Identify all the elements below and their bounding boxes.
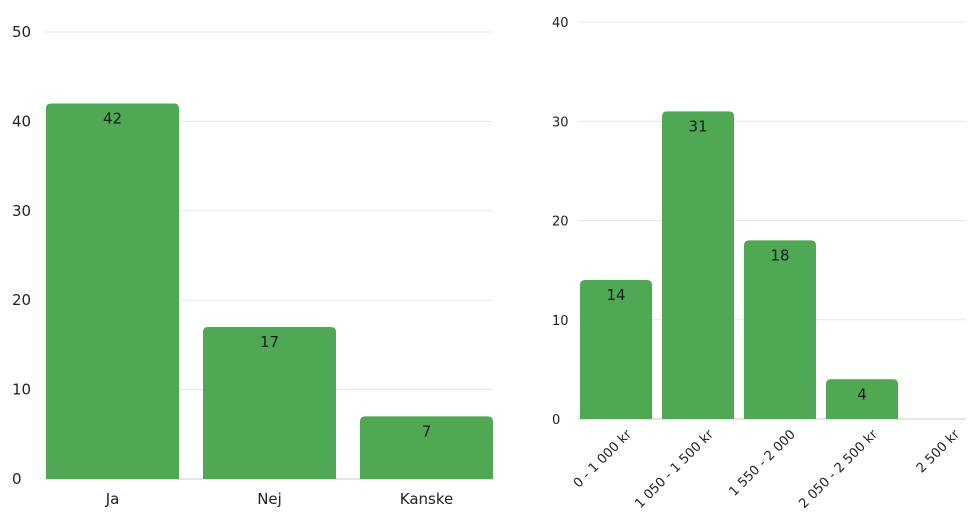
bar [46, 103, 179, 480]
x-tick-label: Ja [105, 490, 120, 508]
x-tick-label: 1 050 - 1 500 kr [632, 427, 717, 512]
x-tick-label: 2 500 kr [914, 427, 963, 476]
y-tick-label: 30 [552, 115, 569, 130]
data-label: 42 [103, 110, 122, 128]
y-tick-label: 10 [12, 381, 31, 399]
bar [360, 416, 493, 479]
chart-left: 0 10 20 30 40 50 42 Ja 17 Nej 7 Kanske [12, 23, 493, 508]
data-label: 31 [688, 117, 707, 135]
bar [580, 280, 652, 419]
bar [662, 111, 734, 419]
bar [826, 379, 898, 419]
y-tick-label: 30 [12, 202, 31, 220]
x-tick-label: Kanske [400, 490, 453, 508]
x-tick-label: 1 550 - 2 000 [726, 427, 798, 499]
y-tick-label: 20 [12, 291, 31, 309]
y-tick-label: 0 [12, 470, 22, 488]
data-label: 18 [770, 246, 789, 264]
y-tick-label: 40 [552, 16, 569, 31]
y-tick-label: 0 [552, 413, 560, 428]
y-tick-label: 50 [12, 23, 31, 41]
bar [744, 240, 816, 419]
x-tick-label: 2 050 - 2 500 kr [796, 427, 881, 512]
x-tick-label: 0 - 1 000 kr [571, 427, 635, 491]
data-label: 4 [857, 385, 867, 403]
data-label: 7 [422, 422, 432, 440]
data-label: 17 [260, 333, 279, 351]
bar [203, 327, 336, 479]
y-tick-label: 40 [12, 112, 31, 130]
y-tick-label: 20 [552, 215, 569, 230]
chart-right: 0 10 20 30 40 14 0 - 1 000 kr 31 1 050 - 1 500 k… [552, 16, 966, 512]
y-tick-label: 10 [552, 314, 569, 329]
x-tick-label: Nej [257, 490, 282, 508]
data-label: 14 [606, 286, 625, 304]
